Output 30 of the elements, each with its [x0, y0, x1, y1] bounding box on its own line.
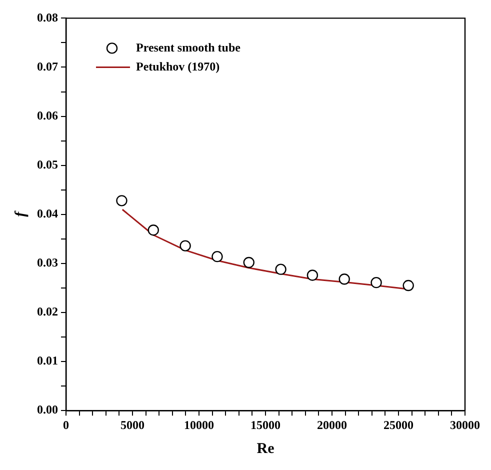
y-tick-label: 0.07: [37, 59, 58, 74]
y-tick-label: 0.01: [37, 354, 58, 368]
legend-label: Petukhov (1970): [136, 59, 220, 74]
point: [306, 270, 318, 281]
x-tick-label: 0: [63, 418, 69, 432]
x-axis-title: Re: [256, 440, 275, 457]
point: [275, 264, 286, 275]
x-tick-label: 5000: [120, 418, 144, 432]
y-axis-title: f: [12, 210, 29, 217]
y-tick-label: 0.05: [37, 157, 58, 172]
point: [212, 250, 223, 262]
y-tick-label: 0.04: [37, 206, 58, 220]
y-tick-label: 0.06: [37, 108, 58, 122]
x-tick-label: 20000: [317, 418, 347, 432]
point: [370, 276, 382, 288]
legend-label: Present smooth tube: [136, 40, 242, 54]
point: [243, 256, 254, 268]
point: [338, 274, 350, 285]
x-tick-label: 25000: [384, 418, 414, 432]
y-tick-label: 0.00: [37, 402, 58, 417]
x-tick-label: 10000: [184, 418, 214, 432]
x-tick-label: 30000: [450, 418, 480, 432]
y-tick-label: 0.08: [37, 10, 58, 24]
y-tick-label: 0.03: [37, 256, 58, 270]
point: [180, 240, 191, 252]
y-tick-label: 0.02: [37, 304, 58, 319]
point: [148, 224, 159, 236]
x-tick-label: 15000: [250, 418, 280, 432]
point: [116, 195, 128, 206]
point: [402, 280, 414, 292]
